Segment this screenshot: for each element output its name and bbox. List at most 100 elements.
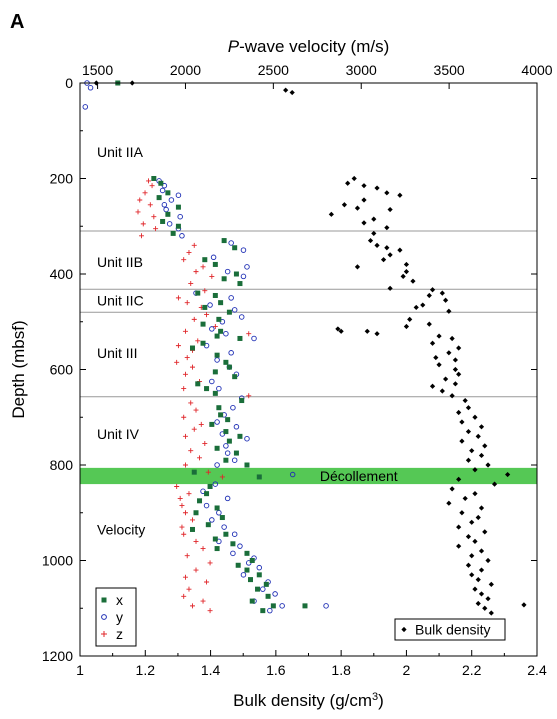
x-bottom-tick-label: 1.8 (331, 662, 351, 678)
x-top-title-italic: P (228, 37, 240, 56)
data-point-density (452, 381, 458, 387)
x-bottom-tick-label: 2.2 (462, 662, 482, 678)
data-point-z (193, 269, 199, 275)
data-point-z (188, 281, 194, 287)
x-bottom-tick-label: 2.4 (527, 662, 547, 678)
data-point-z (182, 371, 188, 377)
data-point-x (256, 474, 262, 480)
unit-label: Unit IIC (97, 292, 144, 308)
data-point-density (426, 292, 432, 299)
data-point-density (345, 180, 351, 186)
unit-label: Unit IV (97, 426, 140, 442)
data-point-density (283, 87, 289, 93)
data-point-density (478, 567, 485, 573)
data-point-x (249, 558, 255, 563)
data-point-density (475, 600, 481, 607)
data-point-z (182, 328, 188, 334)
data-point-y (209, 326, 215, 332)
data-point-density (436, 362, 442, 368)
data-point-density (456, 543, 462, 549)
data-point-x (244, 550, 250, 556)
data-point-x (214, 546, 220, 552)
data-point-density (456, 371, 462, 377)
data-point-density (361, 220, 367, 226)
data-point-y (231, 457, 238, 463)
data-point-density (429, 287, 436, 293)
data-point-x (237, 335, 243, 341)
data-point-z (212, 324, 218, 330)
data-point-x (218, 412, 224, 418)
unit-label: Unit III (97, 345, 137, 361)
data-point-density (341, 202, 348, 208)
data-point-x (197, 498, 203, 504)
data-point-x (214, 505, 220, 511)
unit-label: Unit IIA (97, 144, 144, 160)
data-point-z (182, 462, 188, 468)
data-point-y (166, 221, 173, 227)
data-point-z (189, 364, 195, 370)
data-point-z (175, 295, 181, 301)
x-top-axis-title: P-wave velocity (m/s) (228, 37, 390, 56)
x-bottom-title-sup: 3 (372, 691, 378, 703)
unit-labels: Unit IIA Unit IIB Unit IIC Unit III Unit IV V… (97, 144, 145, 537)
data-point-density (439, 290, 445, 296)
decollement-label: Décollement (320, 468, 398, 484)
data-point-density (462, 397, 468, 404)
data-point-density (456, 345, 462, 351)
data-point-y (82, 104, 89, 110)
x-bottom-tick-label: 2 (403, 662, 411, 678)
data-point-z (142, 190, 148, 196)
data-point-x (225, 417, 231, 423)
data-point-x (237, 433, 243, 439)
data-point-z (205, 469, 211, 475)
data-point-y (238, 314, 245, 320)
data-point-z (174, 359, 180, 365)
data-point-y (159, 187, 166, 194)
data-point-density (397, 192, 403, 198)
data-point-density (403, 261, 410, 268)
data-point-z (175, 343, 181, 349)
x-bottom-axis-title: Bulk density (g/cm3) (233, 691, 384, 710)
data-point-density (367, 237, 374, 244)
data-point-density (387, 206, 393, 213)
data-point-x (233, 271, 239, 277)
data-point-y (87, 85, 94, 91)
data-point-density (449, 393, 455, 399)
x-top-tick-label: 4000 (521, 62, 552, 78)
data-point-density (354, 205, 361, 211)
data-point-y (210, 254, 217, 261)
data-point-y (237, 543, 243, 549)
data-point-z (182, 574, 188, 580)
y-tick-label: 800 (50, 457, 74, 473)
x-bottom-title-pre: Bulk density (g/cm (233, 691, 372, 710)
data-point-y (230, 404, 236, 411)
data-point-x (265, 593, 271, 599)
x-bottom-tick-label: 1.6 (266, 662, 286, 678)
data-point-density (478, 505, 485, 511)
data-point-x (151, 176, 157, 181)
data-point-density (439, 388, 445, 394)
data-point-x (189, 526, 195, 532)
data-point-x (239, 398, 245, 404)
data-point-x (226, 364, 232, 370)
data-point-density (462, 495, 468, 502)
data-point-z (186, 491, 192, 497)
data-point-density (289, 89, 295, 96)
data-point-density (446, 500, 452, 506)
x-top-tick-label: 3500 (434, 62, 465, 78)
data-point-density (374, 331, 380, 337)
unit-label: Velocity (97, 521, 145, 537)
y-tick-label: 1200 (42, 648, 73, 664)
data-point-density (400, 273, 406, 279)
velocity-legend: xyz (95, 587, 137, 647)
data-point-x (191, 469, 197, 475)
data-point-x (255, 586, 261, 592)
x-bottom-tick-label: 1 (76, 662, 84, 678)
legend-box (95, 587, 137, 647)
series-velocity-x (115, 80, 308, 614)
data-point-y (223, 443, 229, 449)
data-point-z (179, 524, 185, 530)
data-point-x (216, 405, 222, 411)
data-point-density (403, 269, 410, 275)
data-point-z (246, 331, 252, 337)
